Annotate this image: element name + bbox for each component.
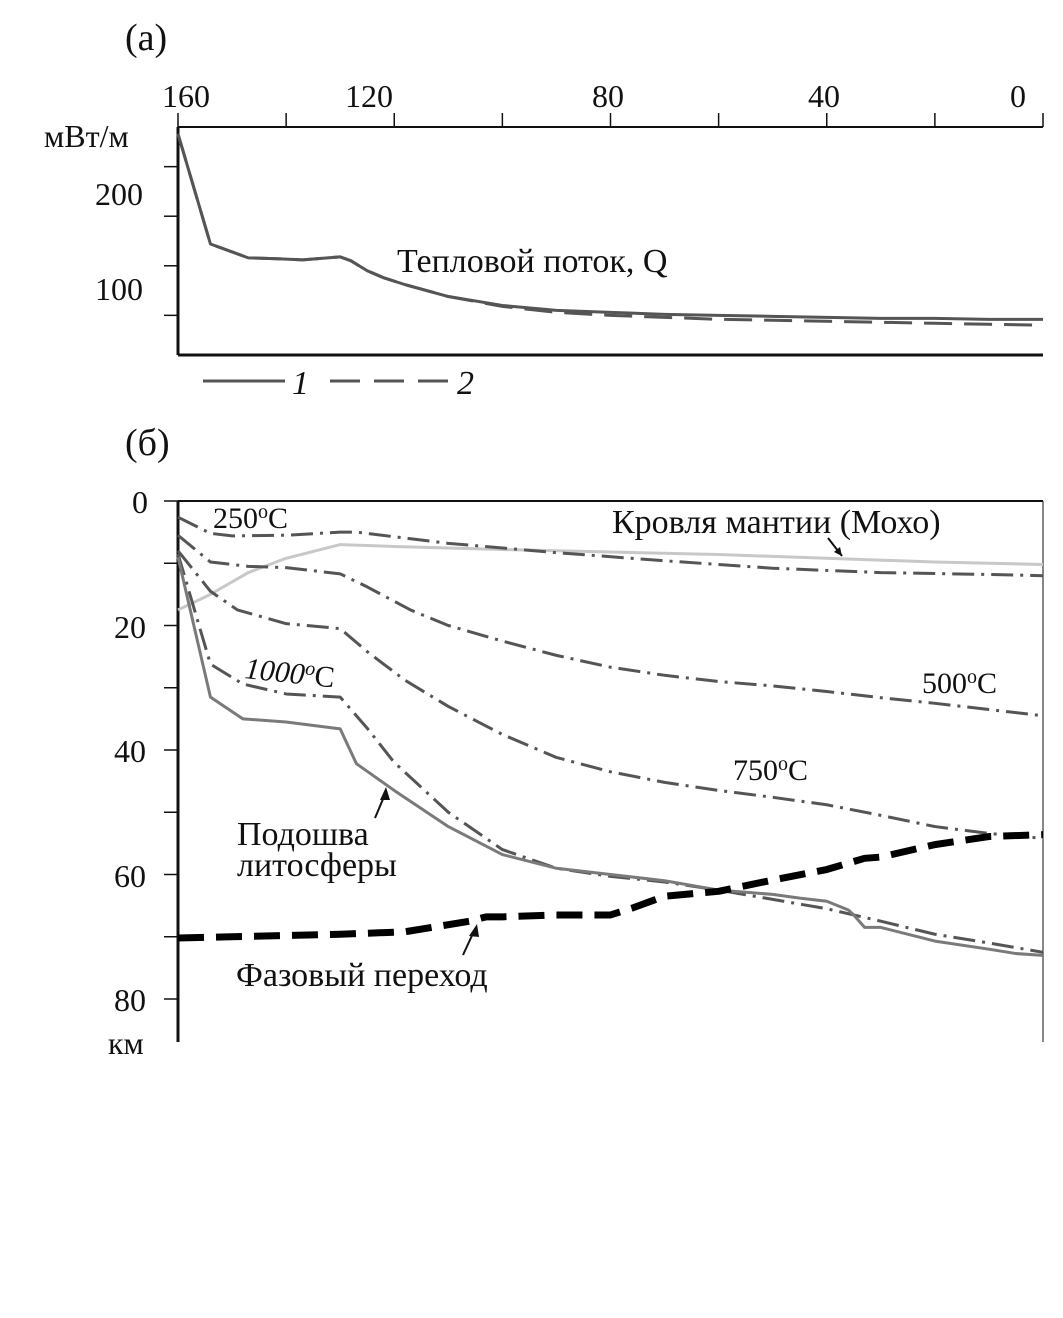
y-ticks-a: [164, 165, 178, 317]
legend: 1 2: [203, 365, 474, 402]
x-tick-label-40: 40: [808, 78, 840, 114]
depth-line-heavy-dashed-0: [177, 831, 1044, 942]
y-tick-label-200: 200: [95, 176, 143, 212]
y-ticks-b: [164, 500, 178, 1000]
heat-flow-line-1: [176, 133, 1043, 321]
depth-unit: км: [108, 1025, 144, 1061]
x-tick-label-160: 160: [162, 78, 210, 114]
lithosphere-base-label-line2: литосферы: [237, 847, 397, 884]
x-tick-label-0: 0: [1010, 78, 1026, 114]
legend-key-2: 2: [457, 365, 474, 402]
depth-tick-label-60: 60: [114, 858, 146, 894]
y-unit-a: мВт/м: [44, 118, 129, 154]
heat-flow-line-2: [176, 133, 1044, 327]
depth-line-dashdot-1: [177, 534, 1044, 718]
depth-tick-label-0: 0: [132, 484, 148, 520]
depth-tick-label-80: 80: [114, 982, 146, 1018]
phase-pointer-arrowhead: [469, 924, 479, 937]
depth-line-solid-moho-0: [177, 543, 1044, 612]
moho-label: Кровля мантии (Мохо): [612, 504, 941, 541]
heat-flow-annotation: Тепловой поток, Q: [397, 243, 667, 280]
lithosphere-pointer-arrowhead: [380, 787, 390, 800]
depth-tick-label-20: 20: [114, 609, 146, 645]
depth-tick-label-40: 40: [114, 733, 146, 769]
thermal-structure-panel: (б) 0 20 40 60 80 км 250oC 500oC 750oC 1…: [108, 422, 1044, 1061]
legend-key-1: 1: [292, 365, 309, 402]
isotherm-500-label: 500oC: [922, 666, 997, 700]
y-tick-label-100: 100: [95, 271, 143, 307]
isotherm-750-label: 750oC: [733, 753, 808, 787]
panel-a-label: (а): [125, 17, 167, 59]
depth-line-solid-light-0: [176, 556, 1044, 957]
isotherm-250-label: 250oC: [213, 501, 288, 535]
depth-line-dashdot-0: [177, 515, 1044, 578]
heat-flow-series: [176, 133, 1044, 327]
heat-flow-panel: (а) мВт/м 200 100 160 120 80 40 0 Теплов…: [44, 17, 1044, 402]
x-tick-label-120: 120: [345, 78, 393, 114]
phase-transition-label: Фазовый переход: [236, 957, 488, 994]
depth-line-dashdot-3: [176, 553, 1044, 954]
isotherm-1000-label: 1000oC: [243, 651, 336, 694]
x-ticks-a: [177, 113, 1044, 127]
depth-series: [176, 515, 1044, 957]
depth-line-dashdot-2: [176, 549, 1044, 840]
lithosphere-base-label-line1: Подошва: [237, 816, 369, 853]
panel-b-label: (б): [125, 422, 170, 464]
x-tick-label-80: 80: [592, 78, 624, 114]
moho-pointer-arrowhead: [834, 547, 842, 556]
